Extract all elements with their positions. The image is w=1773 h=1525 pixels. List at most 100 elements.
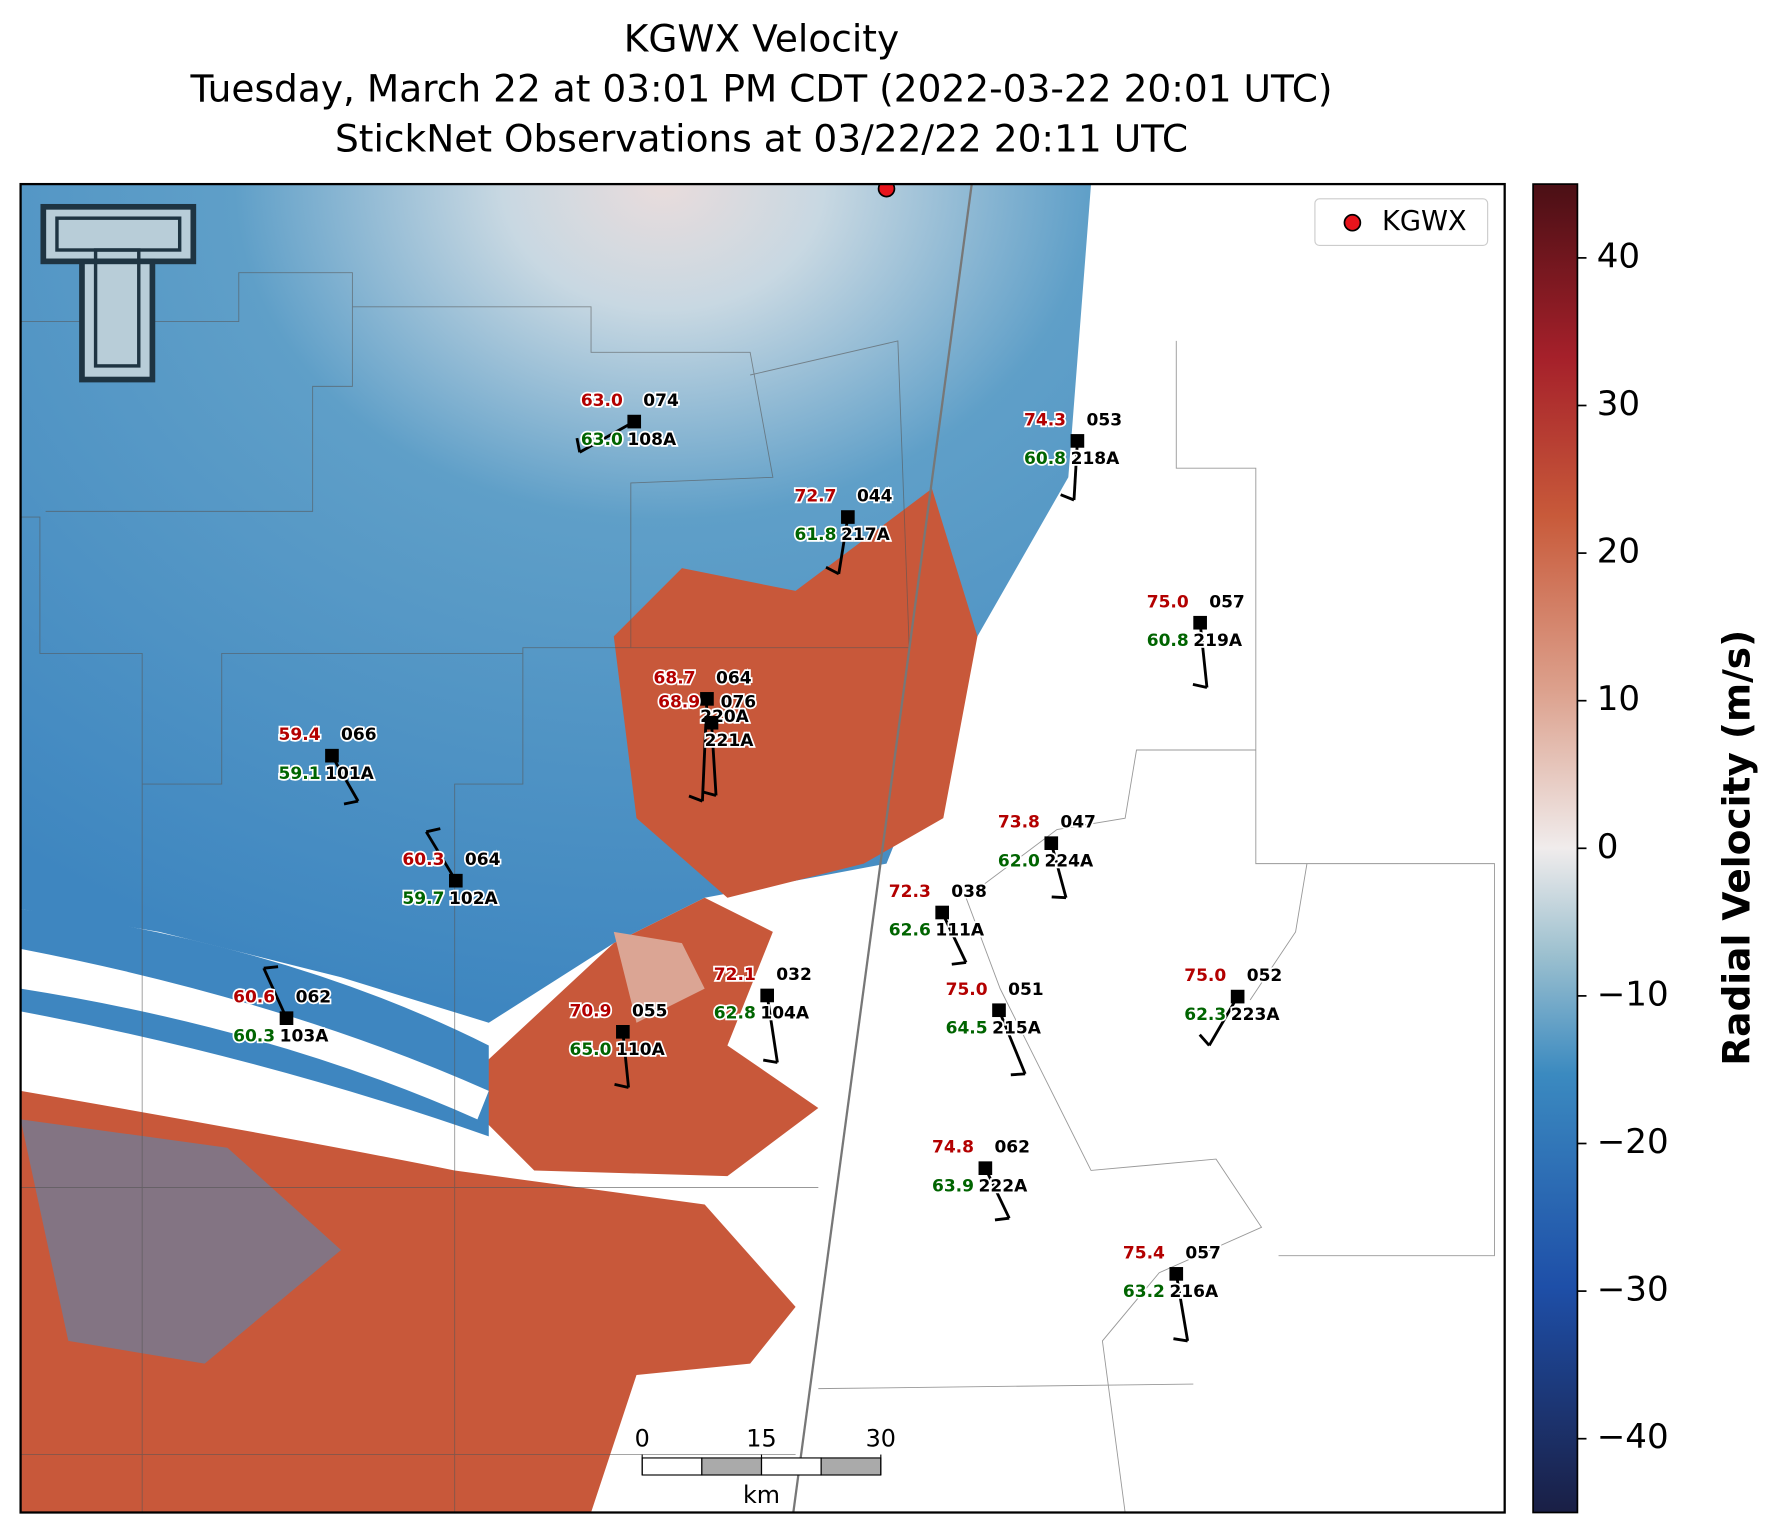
wind-barb-flag <box>1173 1337 1188 1343</box>
wind-direction: 062 <box>296 988 332 1008</box>
station-marker <box>1070 434 1085 448</box>
wind-direction: 038 <box>951 882 987 902</box>
title-line: StickNet Observations at 03/22/22 20:11 … <box>335 116 1188 160</box>
wind-barb-flag <box>1198 1033 1211 1047</box>
station-id: 217A <box>841 525 891 545</box>
station-marker <box>1230 989 1245 1004</box>
colorbar-ticks: −40 −30 −20 −10 0 10 20 30 40 <box>1577 236 1669 1457</box>
colorbar-tick-label: −40 <box>1597 1417 1669 1457</box>
dewpoint: 65.0 <box>569 1040 611 1060</box>
temperature: 72.7 <box>794 487 836 507</box>
dewpoint: 64.5 <box>946 1018 988 1038</box>
station-id: 108A <box>627 430 677 450</box>
wind-direction: 057 <box>1209 592 1245 612</box>
wind-barb <box>837 516 850 575</box>
wind-direction: 051 <box>1008 980 1044 1000</box>
station-marker <box>1169 1267 1184 1281</box>
wind-barb <box>578 420 635 454</box>
colorbar-tick-label: 10 <box>1597 679 1640 719</box>
dewpoint: 61.8 <box>794 525 836 545</box>
wind-barb <box>330 754 360 802</box>
wind-direction: 032 <box>776 965 812 985</box>
temperature: 70.9 <box>569 1001 611 1021</box>
wind-barb <box>1207 995 1239 1047</box>
station-id: 104A <box>760 1004 810 1024</box>
temperature: 75.0 <box>946 980 988 1000</box>
temperature: 68.9 <box>658 692 700 712</box>
station-marker <box>978 1161 993 1175</box>
wind-direction: 053 <box>1087 410 1123 430</box>
station-id: 111A <box>935 921 985 941</box>
wind-direction: 057 <box>1185 1243 1221 1263</box>
scale-segment <box>701 1457 763 1476</box>
colorbar-tick-label: 40 <box>1597 236 1640 276</box>
wind-barb <box>262 967 288 1019</box>
wind-barb <box>940 911 968 964</box>
scale-unit: km <box>743 1481 780 1509</box>
legend-marker <box>1343 213 1362 232</box>
colorbar-label: Radial Velocity (m/s) <box>1714 630 1758 1066</box>
wind-direction: 062 <box>994 1138 1030 1158</box>
wind-direction: 064 <box>465 850 501 870</box>
velocity-outbound <box>454 897 819 1177</box>
temperature: 75.0 <box>1147 592 1189 612</box>
scale-segment <box>641 1457 703 1476</box>
wind-barb-flag <box>575 437 582 453</box>
wind-barb-flag <box>951 961 967 966</box>
wind-barb <box>710 722 718 796</box>
wind-barb <box>1072 440 1079 501</box>
wind-barb <box>1198 622 1209 688</box>
station-id: 215A <box>992 1018 1042 1038</box>
station-id: 224A <box>1044 851 1094 871</box>
station-marker <box>1193 615 1207 630</box>
station-marker <box>616 1025 630 1039</box>
dewpoint: 60.8 <box>1024 449 1066 469</box>
wind-barb <box>765 995 779 1063</box>
station-marker <box>760 988 774 1003</box>
wind-barb-flag <box>1192 683 1208 689</box>
title-line: KGWX Velocity <box>624 16 899 60</box>
temperature: 72.3 <box>889 882 931 902</box>
wind-barb <box>1174 1273 1190 1342</box>
dewpoint: 59.1 <box>279 764 321 784</box>
legend-label: KGWX <box>1382 206 1467 237</box>
wind-barb-flag <box>1010 1072 1026 1077</box>
station-marker <box>935 905 949 920</box>
legend: KGWX <box>1314 198 1489 247</box>
state-line <box>792 184 973 1513</box>
station-marker <box>704 715 719 730</box>
station-id: 218A <box>1071 449 1121 469</box>
dewpoint: 63.9 <box>932 1176 974 1196</box>
wind-barb-flag <box>688 794 703 803</box>
temperature: 75.0 <box>1184 966 1226 986</box>
dewpoint: 62.3 <box>1184 1005 1226 1025</box>
wind-direction: 055 <box>632 1001 668 1021</box>
wind-barb <box>984 1167 1011 1219</box>
wind-barb <box>1049 842 1068 899</box>
station-id: 216A <box>1169 1282 1219 1302</box>
temperature: 59.4 <box>279 725 321 745</box>
wind-direction: 064 <box>716 668 752 688</box>
dewpoint: 60.3 <box>233 1026 275 1046</box>
temperature: 73.8 <box>998 813 1040 833</box>
dewpoint: 62.8 <box>714 1004 756 1024</box>
dewpoint: 59.7 <box>402 889 444 909</box>
colorbar-tick-label: −10 <box>1597 974 1669 1014</box>
dewpoint: 60.8 <box>1147 631 1189 651</box>
dewpoint: 63.2 <box>1123 1282 1165 1302</box>
radar-map: 63.0 074 63.0 108A 72.7 044 61.8 217A 74.3 053 60.… <box>20 184 1505 1513</box>
wind-barb-flag <box>701 790 717 797</box>
station-id: 221A <box>705 731 755 751</box>
temperature: 60.6 <box>233 988 275 1008</box>
wind-barb-flag <box>614 1082 629 1089</box>
map-frame <box>19 182 1506 1514</box>
scale-tick-label: 15 <box>746 1424 776 1452</box>
scale-segment <box>820 1457 882 1476</box>
station-marker <box>700 692 714 706</box>
station-marker <box>279 1011 294 1025</box>
temperature: 74.8 <box>932 1138 974 1158</box>
station-id: 222A <box>979 1176 1029 1196</box>
colorbar-tick-label: 0 <box>1597 827 1619 867</box>
dewpoint: 62.6 <box>889 921 931 941</box>
